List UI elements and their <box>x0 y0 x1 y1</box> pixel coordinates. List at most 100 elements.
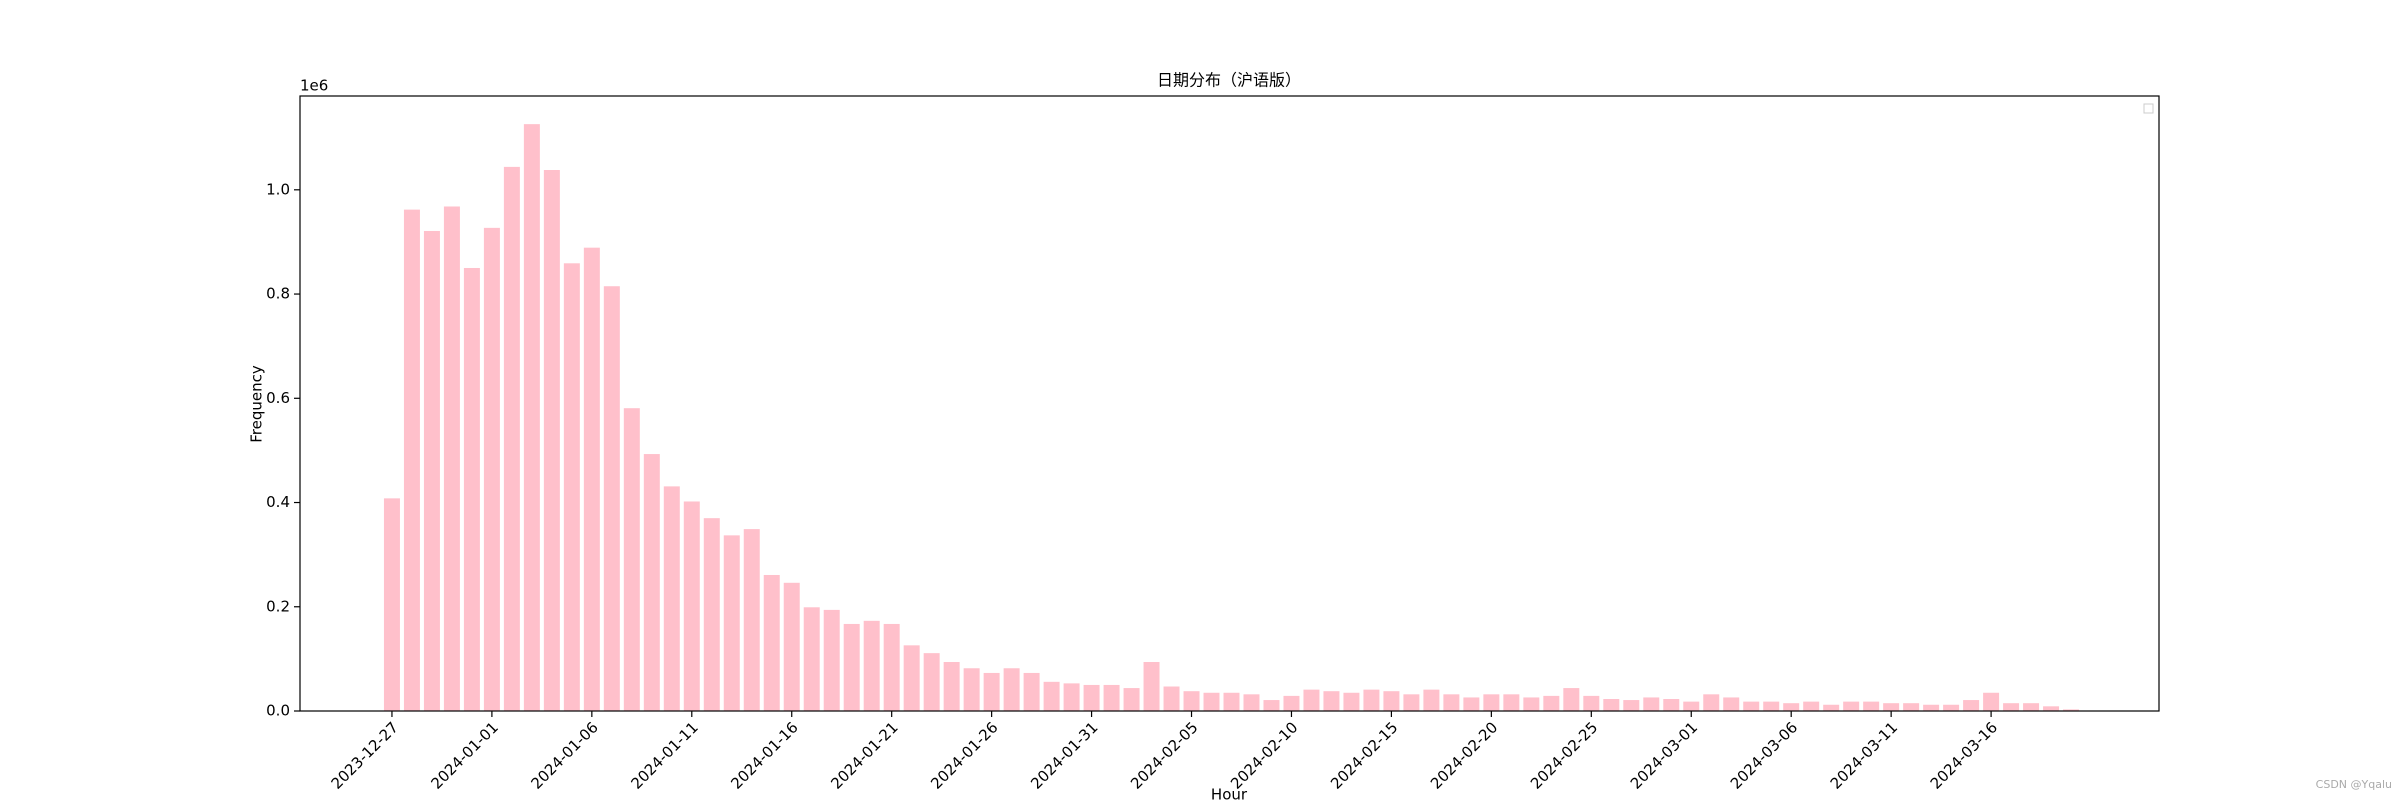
y-tick-label: 0.2 <box>266 597 290 615</box>
bar <box>1683 701 1700 711</box>
bar <box>863 620 880 711</box>
bar <box>2023 703 2040 711</box>
bar <box>1103 684 1120 711</box>
bar <box>643 454 660 711</box>
bar <box>1603 699 1620 711</box>
bar <box>1663 699 1680 711</box>
bar <box>1263 700 1280 711</box>
bar <box>1223 692 1240 711</box>
x-tick-label: 2024-02-10 <box>1227 718 1301 792</box>
x-tick-label: 2024-03-16 <box>1927 718 2001 792</box>
bar <box>703 518 720 711</box>
bar <box>443 206 460 712</box>
bar <box>1423 689 1440 711</box>
bar <box>823 609 840 711</box>
bar <box>1383 691 1400 711</box>
x-tick-label: 2024-01-11 <box>627 718 701 792</box>
bar <box>1623 700 1640 711</box>
bar <box>1203 692 1220 711</box>
bar <box>483 227 500 711</box>
x-tick-label: 2024-01-01 <box>428 718 502 792</box>
bar <box>983 672 1000 711</box>
axes-frame <box>299 95 2160 712</box>
bar <box>1783 703 1800 711</box>
bar <box>1543 695 1560 711</box>
x-tick-label: 2023-12-27 <box>328 718 402 792</box>
bar <box>1863 701 1880 711</box>
bar <box>2063 709 2080 711</box>
bar <box>1003 668 1020 711</box>
bar <box>1883 703 1900 711</box>
bar <box>583 247 600 711</box>
bar <box>1963 700 1980 711</box>
bar <box>503 166 520 712</box>
bar <box>2003 703 2020 711</box>
bar <box>903 645 920 711</box>
bar <box>803 607 820 711</box>
bar <box>1363 689 1380 711</box>
x-tick-label: 2024-03-11 <box>1827 718 1901 792</box>
bar <box>1323 691 1340 711</box>
bar <box>563 263 580 711</box>
bar <box>1703 694 1720 711</box>
bar <box>723 535 740 711</box>
y-tick-label: 0.8 <box>266 285 290 303</box>
bar <box>943 662 960 711</box>
bar <box>1403 694 1420 711</box>
bar <box>543 170 560 711</box>
y-tick-label: 0.4 <box>266 493 290 511</box>
bar <box>463 267 480 711</box>
x-tick-label: 2024-02-15 <box>1327 718 1401 792</box>
bar <box>1183 691 1200 711</box>
bar <box>1243 694 1260 711</box>
bar <box>1803 701 1820 711</box>
bar <box>1063 683 1080 711</box>
bar <box>1283 695 1300 711</box>
bar <box>1723 697 1740 711</box>
bar <box>763 574 780 711</box>
bar <box>1483 694 1500 711</box>
bar <box>963 668 980 711</box>
bar <box>1143 662 1160 711</box>
bar <box>623 408 640 711</box>
bar <box>1763 701 1780 711</box>
bar <box>1043 681 1060 711</box>
y-offset-label: 1e6 <box>300 77 328 95</box>
bar <box>2043 706 2060 711</box>
bar <box>1123 688 1140 711</box>
bar <box>743 529 760 711</box>
y-tick-label: 1.0 <box>266 180 290 198</box>
bar <box>603 286 620 711</box>
bar <box>1343 692 1360 711</box>
x-tick-label: 2024-03-01 <box>1627 718 1701 792</box>
bar <box>423 230 440 711</box>
y-tick-label: 0.0 <box>266 702 290 720</box>
x-tick-label: 2024-02-05 <box>1127 718 1201 792</box>
bar <box>1823 704 1840 711</box>
bar <box>1923 704 1940 711</box>
bar <box>1843 701 1860 711</box>
bar <box>1503 694 1520 711</box>
y-tick-label: 0.6 <box>266 389 290 407</box>
bar <box>1983 692 2000 711</box>
bar <box>1023 672 1040 711</box>
bar <box>683 501 700 711</box>
bar <box>403 209 420 711</box>
bar <box>1163 686 1180 711</box>
x-tick-label: 2024-03-06 <box>1727 718 1801 792</box>
bar <box>663 486 680 711</box>
bar <box>523 124 540 712</box>
bar <box>383 498 400 711</box>
bar <box>783 582 800 711</box>
bar <box>1583 695 1600 711</box>
bar <box>1443 694 1460 711</box>
x-tick-label: 2024-01-06 <box>527 718 601 792</box>
bar <box>843 623 860 711</box>
bar <box>1303 689 1320 711</box>
bar <box>923 653 940 711</box>
x-tick-label: 2024-01-16 <box>727 718 801 792</box>
watermark: CSDN @Yqalu <box>2316 778 2392 791</box>
x-tick-label: 2024-02-25 <box>1527 718 1601 792</box>
x-tick-label: 2024-01-31 <box>1027 718 1101 792</box>
